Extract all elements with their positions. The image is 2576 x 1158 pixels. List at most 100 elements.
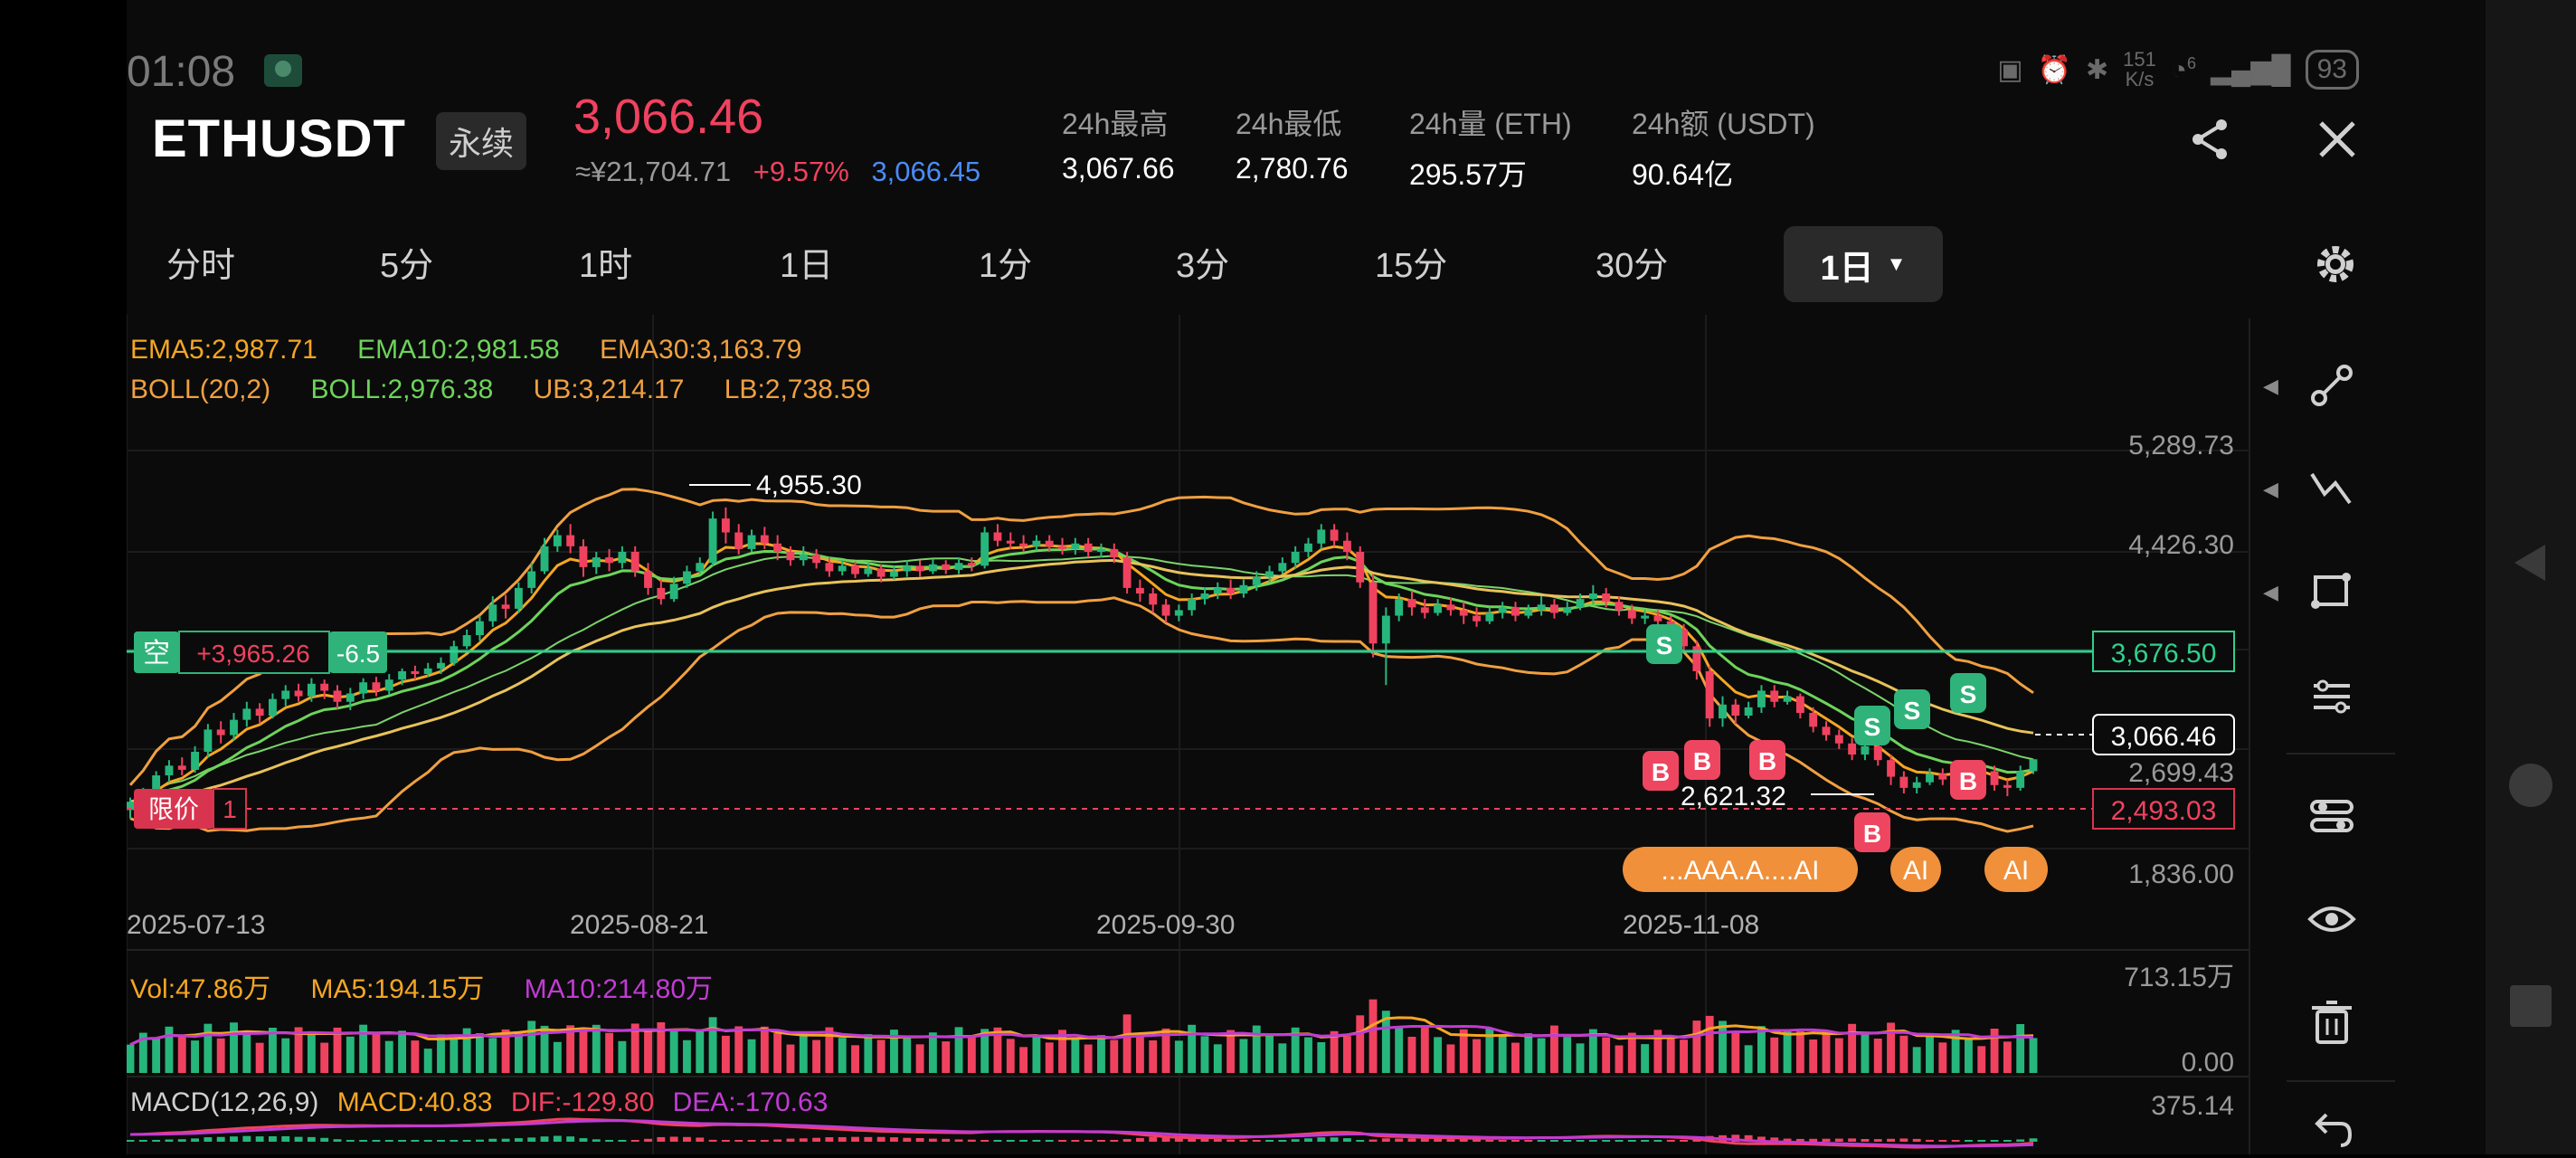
candle-body: [1135, 587, 1144, 594]
home-icon[interactable]: [2507, 762, 2554, 809]
macd-bar: [1473, 1139, 1481, 1142]
candle-body: [527, 571, 536, 588]
tab-30m[interactable]: 30分: [1596, 247, 1669, 285]
macd-bar: [644, 1138, 652, 1142]
tab-15m[interactable]: 15分: [1375, 247, 1448, 285]
candle-body: [177, 765, 186, 770]
macd-bar: [1045, 1140, 1054, 1142]
volume-bar: [1239, 1039, 1248, 1073]
macd-bar: [1058, 1140, 1066, 1142]
macd-bar: [1537, 1140, 1546, 1142]
vol-ma5-line: [129, 1016, 2034, 1047]
tab-5m[interactable]: 5分: [380, 247, 434, 285]
macd-bar: [1420, 1138, 1429, 1142]
candle-body: [488, 604, 497, 622]
shape-tool-icon[interactable]: [2305, 565, 2359, 619]
candle-body: [384, 679, 393, 691]
position-price: 3,676.50: [2111, 639, 2217, 669]
macd-bar: [967, 1139, 976, 1142]
tab-1h[interactable]: 1时: [579, 247, 633, 285]
candle-body: [825, 563, 834, 572]
candle-body: [708, 518, 717, 564]
candle-body: [1317, 529, 1326, 544]
macd-bar: [1485, 1139, 1494, 1142]
status-icons: ▣ ⏰ ✱ 151 K/s ◔6 ▂▄▆█ 93: [1997, 50, 2359, 90]
candle-body: [1434, 604, 1443, 613]
buy-signal: B: [1643, 751, 1679, 791]
candle-body: [1291, 551, 1300, 564]
timeframe-tabs: 分时 5分 1时 1日 1分 3分 15分 30分: [0, 237, 2576, 291]
fib-tool-icon[interactable]: [2305, 461, 2359, 516]
macd-bar: [1342, 1138, 1351, 1142]
toggle-settings-icon[interactable]: [2305, 789, 2359, 843]
timeframe-dropdown[interactable]: 1日 ▼: [1784, 226, 1943, 302]
volume-bar: [450, 1038, 459, 1073]
sell-signal-label: S: [1864, 713, 1881, 741]
dea-line: [129, 1119, 2034, 1148]
volume-bar: [333, 1027, 342, 1073]
macd-bar: [1368, 1139, 1378, 1142]
gear-icon[interactable]: [2312, 241, 2359, 288]
volume-bar: [1407, 1037, 1416, 1073]
candle-body: [1641, 615, 1650, 619]
macd-bar: [1822, 1138, 1831, 1142]
share-icon[interactable]: [2187, 116, 2234, 163]
tab-1d[interactable]: 1日: [780, 247, 834, 285]
macd-bar: [876, 1136, 886, 1142]
recents-icon[interactable]: [2507, 982, 2554, 1030]
kline-chart[interactable]: 5,289.73 4,426.30 2,699.43 1,836.00 2025-07-…: [127, 315, 2249, 1154]
symbol-title[interactable]: ETHUSDT: [152, 109, 406, 168]
buy-signal: B: [1684, 740, 1720, 780]
candle-body: [204, 729, 213, 752]
volume-bar: [1511, 1042, 1520, 1073]
volume-bar: [1006, 1039, 1015, 1073]
tab-1m[interactable]: 1分: [979, 247, 1033, 285]
candle-body: [890, 571, 898, 577]
volume-bar: [1653, 1030, 1662, 1073]
volume-bar: [1848, 1023, 1857, 1073]
candle-body: [786, 551, 795, 561]
macd-bar: [2029, 1138, 2038, 1142]
tab-3m[interactable]: 3分: [1176, 247, 1230, 285]
speed-value: 151: [2123, 48, 2156, 71]
volume-bar: [1899, 1035, 1908, 1073]
candle-body: [1524, 610, 1533, 616]
volume-bar: [540, 1025, 549, 1073]
boll-bands: [128, 488, 2034, 833]
macd-bar: [993, 1140, 1002, 1142]
buy-signal-label: B: [1758, 747, 1776, 775]
macd-bar: [1006, 1140, 1015, 1142]
candle-body: [1485, 612, 1494, 622]
buy-signal-label: B: [1863, 820, 1881, 848]
indicator-settings-icon[interactable]: [2305, 669, 2359, 724]
trendline-tool-icon[interactable]: [2305, 358, 2359, 413]
macd-bar: [618, 1140, 627, 1142]
vol-ma10-line: [129, 1024, 2034, 1047]
volume-bar: [1149, 1040, 1158, 1073]
macd-bar: [1149, 1136, 1158, 1142]
y-axis-label: 2,699.43: [2128, 758, 2234, 788]
buy-signal-bg: [1643, 751, 1679, 791]
eye-icon[interactable]: [2305, 892, 2359, 946]
close-icon[interactable]: [2314, 116, 2361, 163]
macd-bar: [476, 1139, 484, 1142]
bluetooth-icon: ✱: [2085, 54, 2109, 85]
boll-legend: BOLL(20,2) BOLL:2,976.38 UB:3,214.17 LB:…: [130, 375, 904, 405]
trash-icon[interactable]: [2305, 995, 2359, 1049]
macd-bar: [980, 1140, 990, 1142]
macd-bar: [1834, 1138, 1843, 1142]
macd-bar: [553, 1135, 562, 1142]
undo-icon[interactable]: [2305, 1104, 2359, 1158]
volume-bar: [1135, 1033, 1144, 1073]
volume-bar: [876, 1039, 886, 1073]
wifi-label: 6: [2186, 53, 2196, 72]
dif-line: [129, 1117, 2034, 1149]
tab-timeline[interactable]: 分时: [166, 247, 236, 285]
macd-bar: [928, 1138, 937, 1142]
sell-signal: S: [1646, 624, 1682, 664]
candles: [127, 507, 2038, 819]
volume-bar: [216, 1038, 225, 1073]
macd-bar: [1848, 1138, 1857, 1142]
candle-body: [618, 551, 627, 564]
back-icon[interactable]: [2507, 539, 2554, 586]
